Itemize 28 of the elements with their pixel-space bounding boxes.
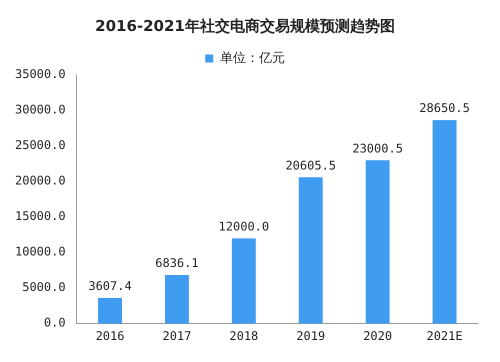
y-tick-label: 25000.0 — [14, 138, 66, 152]
bar — [98, 298, 122, 324]
data-label: 12000.0 — [218, 219, 270, 234]
y-tick-label: 10000.0 — [14, 244, 66, 259]
bar — [432, 120, 457, 324]
bar — [366, 160, 390, 324]
x-tick-label: 2017 — [162, 328, 192, 343]
data-label: 28650.5 — [419, 101, 470, 116]
legend-label: 单位：亿元 — [220, 50, 285, 66]
bar — [164, 275, 189, 324]
y-tick-label: 0.0 — [44, 316, 66, 330]
data-label: 20605.5 — [285, 158, 336, 172]
x-tick-label: 2020 — [363, 328, 392, 343]
data-label: 6836.1 — [155, 256, 199, 270]
y-tick-label: 5000.0 — [22, 280, 66, 294]
x-tick-label: 2019 — [296, 328, 326, 343]
chart-title: 2016-2021年社交电商交易规模预测趋势图 — [95, 16, 395, 35]
y-tick-label: 20000.0 — [14, 174, 66, 188]
y-tick-label: 15000.0 — [14, 209, 66, 224]
bar — [298, 177, 323, 324]
x-tick-label: 2018 — [229, 328, 258, 343]
data-label: 23000.5 — [352, 141, 403, 156]
y-tick-label: 35000.0 — [14, 67, 66, 82]
y-tick-label: 30000.0 — [14, 102, 66, 117]
x-tick-label: 2021E — [426, 328, 463, 343]
x-tick-label: 2016 — [96, 328, 124, 343]
bar — [232, 238, 256, 324]
data-label: 3607.4 — [88, 279, 132, 294]
